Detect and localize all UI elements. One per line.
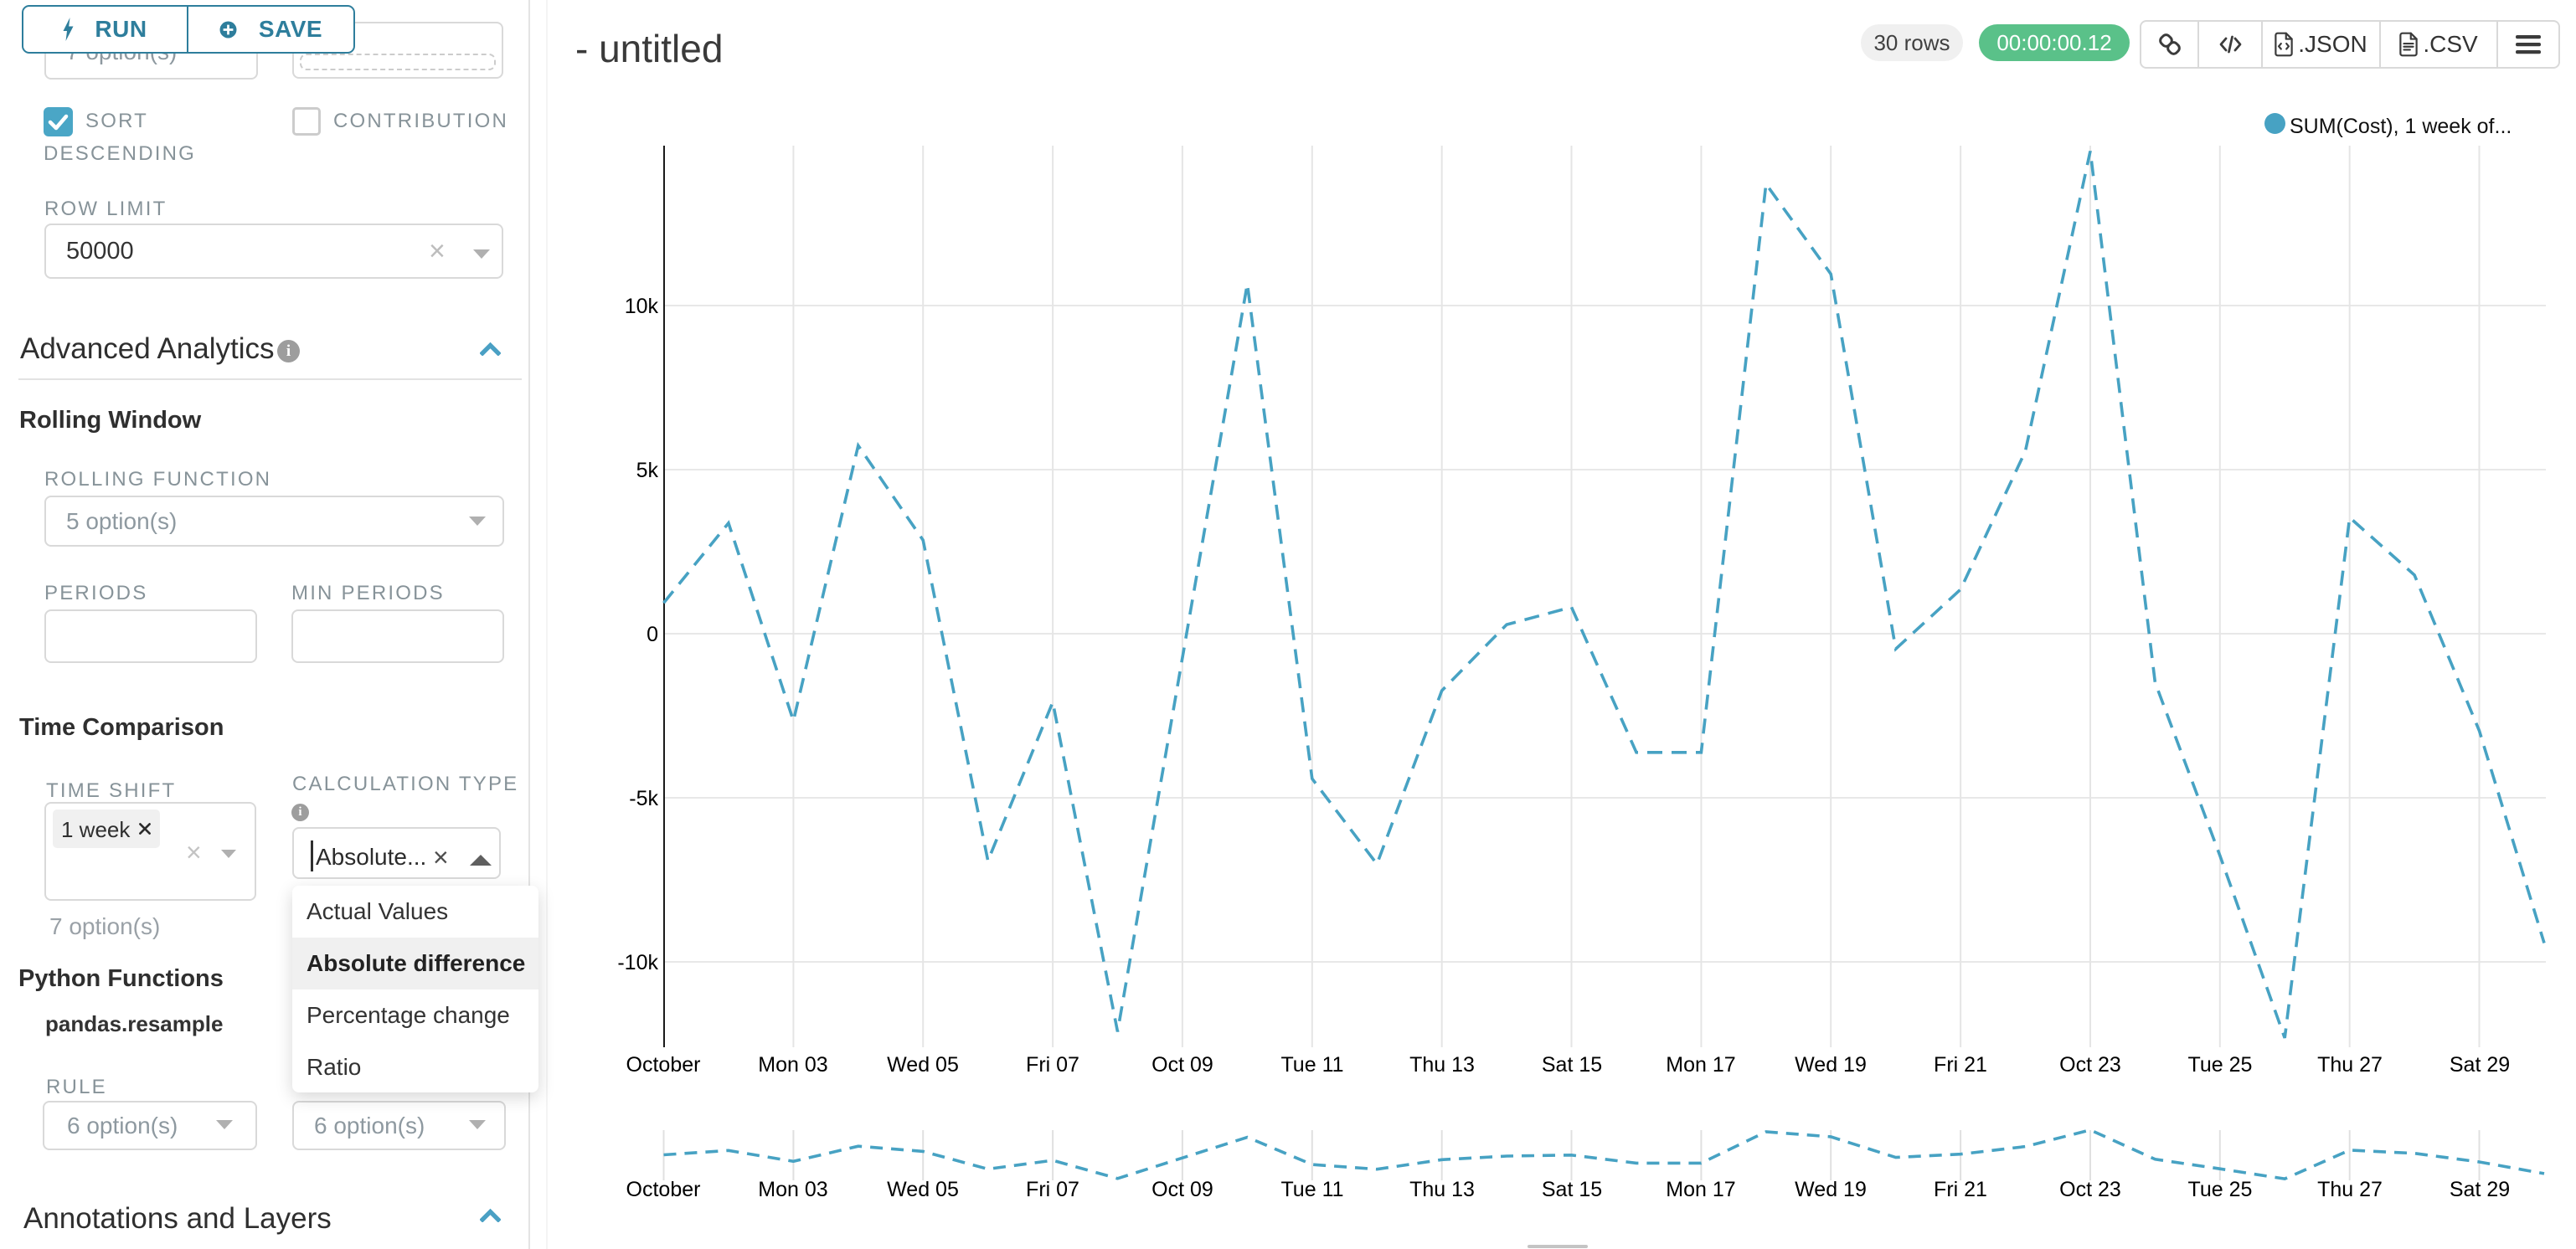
svg-text:October: October (626, 1053, 701, 1077)
svg-text:Mon 17: Mon 17 (1666, 1178, 1735, 1201)
svg-text:Wed 05: Wed 05 (887, 1053, 959, 1077)
svg-text:October: October (626, 1178, 701, 1201)
svg-text:-5k: -5k (629, 787, 658, 810)
svg-text:Thu 13: Thu 13 (1409, 1178, 1475, 1201)
svg-text:Wed 19: Wed 19 (1795, 1178, 1867, 1201)
svg-text:Wed 19: Wed 19 (1795, 1053, 1867, 1077)
svg-text:Thu 13: Thu 13 (1409, 1053, 1475, 1077)
svg-text:Sat 15: Sat 15 (1542, 1178, 1602, 1201)
svg-text:0: 0 (647, 623, 658, 646)
svg-text:Fri 21: Fri 21 (1934, 1178, 1987, 1201)
svg-text:Fri 07: Fri 07 (1026, 1053, 1079, 1077)
svg-text:Tue 25: Tue 25 (2188, 1053, 2253, 1077)
svg-text:Thu 27: Thu 27 (2317, 1053, 2383, 1077)
svg-text:Wed 05: Wed 05 (887, 1178, 959, 1201)
svg-text:5k: 5k (636, 459, 659, 482)
svg-text:SUM(Cost), 1 week of...: SUM(Cost), 1 week of... (2290, 115, 2512, 138)
svg-text:Tue 11: Tue 11 (1280, 1178, 1343, 1201)
svg-text:Fri 07: Fri 07 (1026, 1178, 1079, 1201)
svg-text:Oct 09: Oct 09 (1151, 1178, 1213, 1201)
svg-text:Fri 21: Fri 21 (1934, 1053, 1987, 1077)
svg-text:Mon 03: Mon 03 (758, 1178, 827, 1201)
svg-text:Oct 09: Oct 09 (1151, 1053, 1213, 1077)
svg-text:Mon 03: Mon 03 (758, 1053, 827, 1077)
svg-text:Thu 27: Thu 27 (2317, 1178, 2383, 1201)
svg-text:Sat 29: Sat 29 (2450, 1053, 2510, 1077)
svg-text:Tue 11: Tue 11 (1280, 1053, 1343, 1077)
svg-text:10k: 10k (625, 295, 659, 318)
svg-text:Oct 23: Oct 23 (2059, 1053, 2121, 1077)
svg-text:Tue 25: Tue 25 (2188, 1178, 2253, 1201)
svg-text:Sat 15: Sat 15 (1542, 1053, 1602, 1077)
svg-text:Mon 17: Mon 17 (1666, 1053, 1735, 1077)
svg-text:Oct 23: Oct 23 (2059, 1178, 2121, 1201)
svg-text:Sat 29: Sat 29 (2450, 1178, 2510, 1201)
svg-text:-10k: -10k (617, 951, 658, 974)
